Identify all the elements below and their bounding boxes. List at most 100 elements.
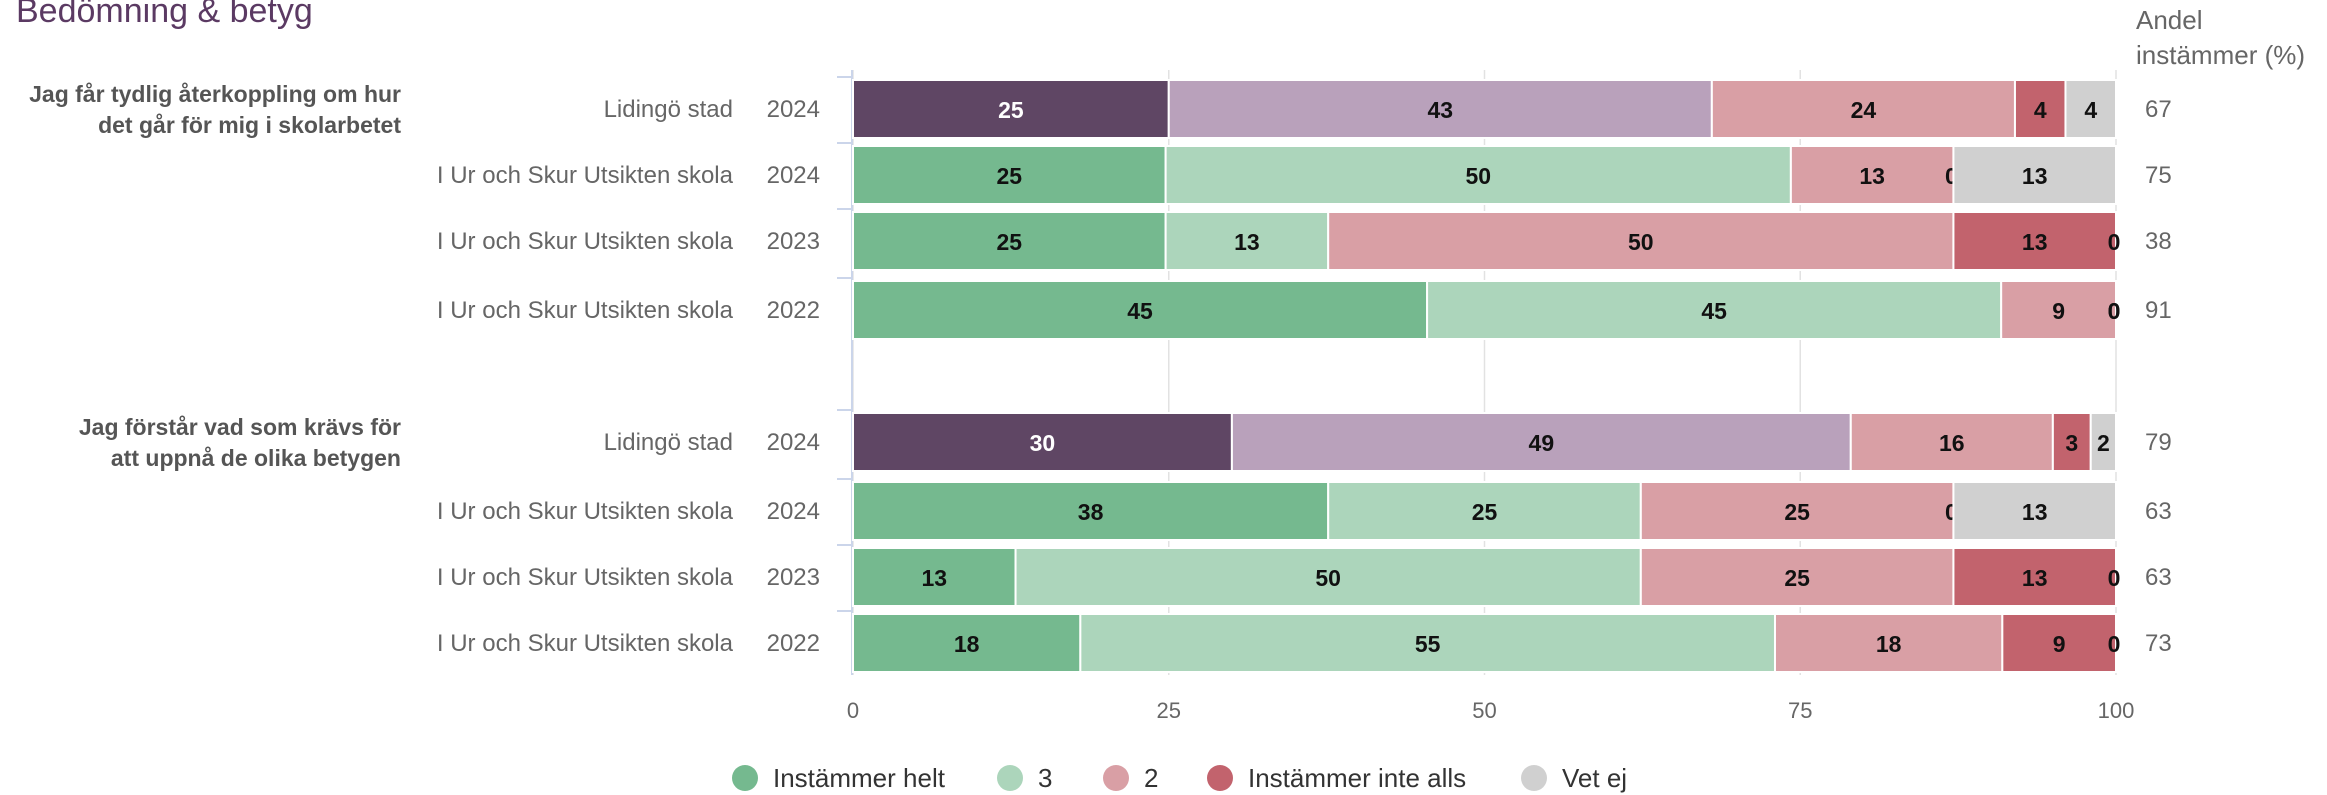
data-label: 45 [1127,298,1153,324]
data-label: 18 [1876,631,1902,657]
legend-label: Vet ej [1562,763,1627,793]
legend-marker [1207,765,1233,791]
bar-segment [1167,79,1713,139]
row-entity-label: I Ur och Skur Utsikten skola [437,297,734,324]
legend-marker [997,765,1023,791]
row-entity-label: I Ur och Skur Utsikten skola [437,564,734,591]
row-year-label: 2023 [767,228,820,255]
data-label: 0 [2108,298,2121,324]
andel-value: 38 [2145,228,2172,255]
data-label: 13 [921,565,947,591]
andel-value: 63 [2145,498,2172,525]
data-label: 2 [2097,430,2110,456]
andel-value: 73 [2145,630,2172,657]
data-label: 0 [2108,565,2121,591]
bar-segment [1952,145,2118,205]
bar-segment [1952,481,2118,541]
data-label: 13 [2022,499,2048,525]
data-label: 38 [1078,499,1104,525]
bar-segment [852,79,1170,139]
bar-segment [1426,280,2003,340]
row-year-label: 2022 [767,297,820,324]
page-title: Bedömning & betyg [16,0,313,30]
legend-label: 3 [1038,763,1052,793]
bar-segment [1773,613,2004,673]
bar-segment [852,211,1167,271]
row-year-label: 2024 [767,429,820,456]
data-label: 45 [1701,298,1727,324]
row-year-label: 2024 [767,96,820,123]
row-entity-label: I Ur och Skur Utsikten skola [437,498,734,525]
row-entity-label: Lidingö stad [604,96,733,123]
andel-header-line2: instämmer (%) [2136,40,2306,70]
data-label: 0 [2108,631,2121,657]
data-label: 18 [954,631,980,657]
row-entity-label: Lidingö stad [604,429,733,456]
legend-label: 2 [1144,763,1158,793]
andel-header: Andel instämmer (%) [2136,3,2305,73]
bar-segment [2064,79,2117,139]
x-tick-label: 75 [1788,698,1812,723]
data-label: 25 [1472,499,1498,525]
data-label: 50 [1315,565,1341,591]
data-label: 50 [1628,229,1654,255]
x-tick-label: 0 [847,698,859,723]
data-label: 3 [2065,430,2078,456]
x-tick-label: 50 [1472,698,1496,723]
data-label: 55 [1415,631,1441,657]
bar-segment [2051,412,2092,472]
row-entity-label: I Ur och Skur Utsikten skola [437,228,734,255]
question-label: Jag förstår vad som krävs för [79,414,401,440]
data-label: 13 [1234,229,1260,255]
bar-segment [852,481,1330,541]
bar-segment [1789,145,1955,205]
data-label: 24 [1851,97,1877,123]
question-label: att uppnå de olika betygen [111,445,401,471]
data-label: 50 [1465,163,1491,189]
bar-segment [1849,412,2054,472]
bar-segment [852,412,1233,472]
data-label: 4 [2034,97,2047,123]
data-label: 16 [1939,430,1965,456]
data-label: 13 [2022,163,2048,189]
data-label: 30 [1030,430,1056,456]
bar-segment [1710,79,2016,139]
row-entity-label: I Ur och Skur Utsikten skola [437,630,734,657]
row-entity-label: I Ur och Skur Utsikten skola [437,162,734,189]
andel-value: 75 [2145,162,2172,189]
row-year-label: 2024 [767,162,820,189]
data-label: 0 [2108,298,2121,324]
andel-header-line1: Andel [2136,5,2203,35]
bar-segment [1327,211,1955,271]
bar-segment [2000,280,2117,340]
bar-segment [2001,613,2117,673]
andel-value: 91 [2145,297,2172,324]
data-label: 49 [1529,430,1555,456]
bar-segment [1164,145,1792,205]
question-label: Jag får tydlig återkoppling om hur [29,81,401,107]
row-year-label: 2024 [767,498,820,525]
legend-marker [1521,765,1547,791]
data-label: 13 [1859,163,1885,189]
data-label: 9 [2052,298,2065,324]
x-tick-label: 25 [1157,698,1181,723]
bar-segment [2089,412,2117,472]
data-label: 9 [2053,631,2066,657]
data-label: 43 [1427,97,1453,123]
legend-label: Instämmer helt [773,763,946,793]
legend-label: Instämmer inte alls [1248,763,1466,793]
bar-segment [1639,547,1955,607]
data-label: 4 [2084,97,2097,123]
bar-segment [1639,481,1955,541]
bar-segment [852,280,1429,340]
bar-segment [852,145,1167,205]
bar-segment [852,547,1017,607]
bar-segment [1014,547,1642,607]
andel-value: 63 [2145,564,2172,591]
data-label: 25 [1784,565,1810,591]
bar-segment [1952,211,2118,271]
andel-value: 67 [2145,96,2172,123]
x-tick-label: 100 [2098,698,2135,723]
data-label: 25 [1784,499,1810,525]
